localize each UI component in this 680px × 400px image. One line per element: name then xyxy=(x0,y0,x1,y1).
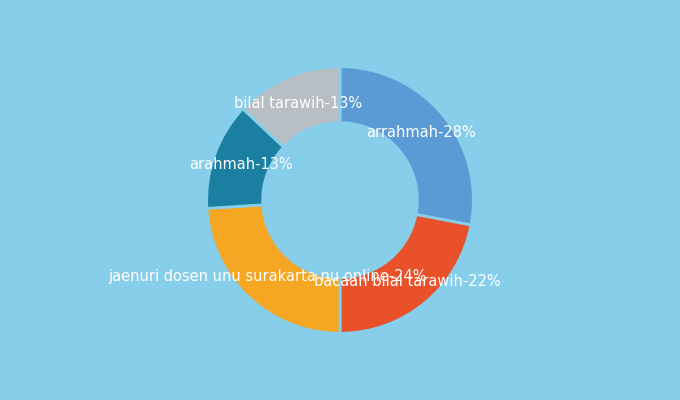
Wedge shape xyxy=(207,109,284,208)
Wedge shape xyxy=(207,205,340,333)
Text: jaenuri dosen unu surakarta nu online-24%: jaenuri dosen unu surakarta nu online-24… xyxy=(109,269,427,284)
Text: arrahmah-28%: arrahmah-28% xyxy=(367,125,476,140)
Wedge shape xyxy=(243,67,340,147)
Text: arahmah-13%: arahmah-13% xyxy=(189,157,292,172)
Text: bacaan bilal tarawih-22%: bacaan bilal tarawih-22% xyxy=(313,274,500,289)
Text: bilal tarawih-13%: bilal tarawih-13% xyxy=(234,96,362,111)
Wedge shape xyxy=(340,214,471,333)
Wedge shape xyxy=(340,67,473,225)
